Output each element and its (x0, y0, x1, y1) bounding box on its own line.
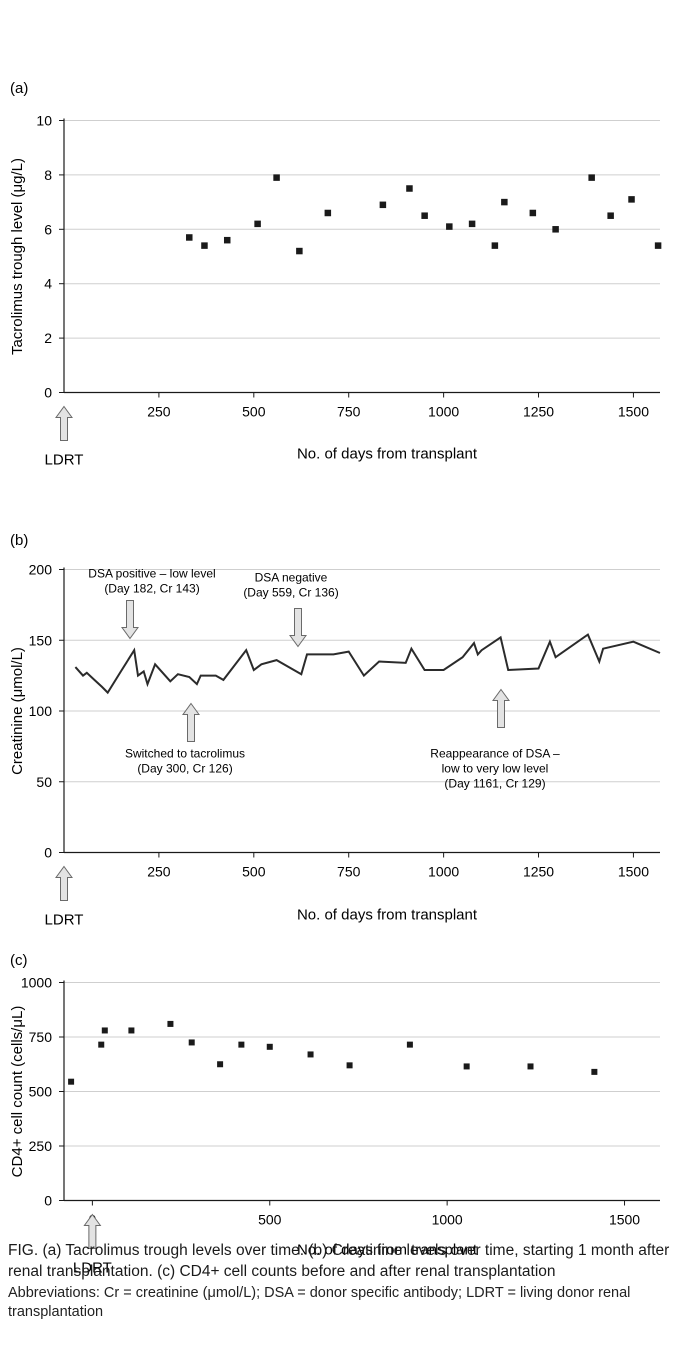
annotation-text: DSA positive – low level (88, 567, 215, 581)
annotation-text: (Day 182, Cr 143) (104, 582, 199, 596)
x-tick-label: 1000 (428, 864, 459, 880)
y-axis-title: CD4+ cell count (cells/μL) (9, 1006, 26, 1178)
data-point (463, 1063, 470, 1070)
panel-label: (c) (10, 952, 28, 969)
ldrt-label: LDRT (73, 1260, 112, 1277)
annotation-text: (Day 559, Cr 136) (243, 586, 338, 600)
data-point (266, 1043, 273, 1050)
data-point (607, 212, 614, 219)
annotation-text: (Day 300, Cr 126) (137, 762, 232, 776)
x-tick-label: 750 (337, 864, 361, 880)
data-point (491, 242, 499, 249)
data-point (68, 1078, 75, 1085)
data-point (527, 1063, 534, 1070)
y-tick-label: 500 (29, 1084, 53, 1100)
data-point (529, 209, 537, 217)
data-point (128, 1027, 135, 1034)
data-point (307, 1051, 314, 1058)
ldrt-arrow (55, 405, 73, 441)
data-point (186, 234, 193, 241)
x-tick-label: 500 (258, 1212, 282, 1228)
data-point (654, 242, 662, 249)
data-point (406, 185, 413, 192)
data-point (468, 220, 476, 228)
y-tick-label: 0 (44, 845, 52, 861)
annotation-text: DSA negative (255, 571, 328, 585)
x-tick-label: 1250 (523, 864, 554, 880)
data-point (552, 226, 559, 233)
x-tick-label: 250 (147, 864, 171, 880)
x-tick-label: 500 (242, 864, 266, 880)
data-point (201, 242, 208, 249)
y-axis-title: Tacrolimus trough level (μg/L) (9, 158, 26, 355)
data-point (98, 1041, 105, 1048)
data-point (101, 1027, 108, 1034)
y-tick-label: 200 (29, 562, 53, 578)
y-tick-label: 150 (29, 632, 53, 648)
ldrt-arrow (55, 865, 73, 901)
y-tick-label: 10 (36, 113, 52, 129)
y-tick-label: 8 (44, 167, 52, 183)
y-tick-label: 6 (44, 221, 52, 237)
data-point (346, 1062, 353, 1069)
caption-abbreviations: Abbreviations: Cr = creatinine (μmol/L);… (8, 1285, 631, 1320)
annotation-text: low to very low level (442, 762, 549, 776)
data-point (421, 212, 428, 219)
x-tick-label: 1250 (523, 404, 554, 420)
y-tick-label: 750 (29, 1029, 53, 1045)
data-point (296, 247, 303, 255)
data-point (628, 196, 635, 203)
panel-label: (b) (10, 532, 28, 549)
ldrt-label: LDRT (45, 912, 84, 929)
x-tick-label: 1000 (428, 404, 459, 420)
x-axis-title: No. of days from transplant (297, 446, 478, 463)
y-tick-label: 0 (44, 1193, 52, 1209)
x-tick-label: 250 (147, 404, 171, 420)
annotation-arrow (121, 600, 139, 640)
caption-main: FIG. (a) Tacrolimus trough levels over t… (8, 1242, 670, 1280)
annotation-text: Switched to tacrolimus (125, 747, 245, 761)
figure-caption: FIG. (a) Tacrolimus trough levels over t… (8, 1240, 676, 1322)
data-point (379, 201, 387, 209)
y-tick-label: 4 (44, 276, 52, 292)
y-tick-label: 250 (29, 1138, 53, 1154)
y-tick-label: 50 (36, 774, 52, 790)
data-point (217, 1061, 224, 1068)
x-tick-label: 500 (242, 404, 266, 420)
data-point (188, 1039, 195, 1046)
x-axis-title: No. of days from transplant (297, 907, 478, 924)
data-point (591, 1068, 598, 1075)
x-tick-label: 1500 (609, 1212, 640, 1228)
ldrt-label: LDRT (45, 452, 84, 469)
data-point (324, 209, 332, 217)
annotation-text: Reappearance of DSA – (430, 747, 560, 761)
data-point (238, 1041, 245, 1048)
x-tick-label: 1500 (618, 404, 649, 420)
annotation-arrow (182, 702, 200, 742)
data-point (167, 1020, 174, 1027)
annotation-arrow (492, 688, 510, 728)
y-tick-label: 2 (44, 330, 52, 346)
annotation-text: (Day 1161, Cr 129) (444, 777, 545, 791)
data-point (254, 220, 261, 228)
x-tick-label: 1500 (618, 864, 649, 880)
y-tick-label: 0 (44, 385, 52, 401)
data-point (406, 1041, 413, 1048)
data-point (588, 174, 595, 181)
data-point (273, 174, 280, 181)
data-point (223, 236, 231, 244)
creatinine-line (74, 633, 661, 695)
x-tick-label: 1000 (432, 1212, 463, 1228)
ldrt-arrow (83, 1213, 102, 1249)
x-tick-label: 750 (337, 404, 361, 420)
panel-label: (a) (10, 80, 28, 97)
data-point (446, 223, 453, 230)
annotation-arrow (289, 608, 307, 648)
y-tick-label: 1000 (21, 975, 52, 991)
data-point (501, 198, 508, 206)
x-axis-title: No. of days from transplant (297, 1242, 478, 1259)
y-tick-label: 100 (29, 703, 53, 719)
y-axis-title: Creatinine (μmol/L) (9, 647, 26, 775)
